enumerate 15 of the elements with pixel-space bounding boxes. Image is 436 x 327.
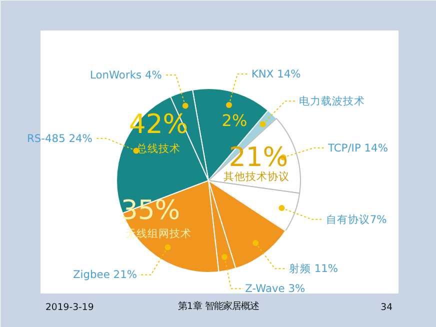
slice-label: TCP/IP 14% (326, 141, 388, 154)
slice-label: 射频 11% (288, 262, 338, 276)
text: 第1章 智能家居概述 (178, 301, 259, 312)
text: 2019-3-19 (46, 302, 94, 313)
slice-label: 自有协议7% (326, 212, 387, 226)
slice-label: Zigbee 21% (73, 268, 137, 282)
slice-label: RS-485 24% (27, 132, 92, 145)
slice-label: LonWorks 4% (90, 68, 162, 82)
text: 其他技术协议 (224, 170, 290, 183)
slice-label: Z-Wave 3% (245, 282, 306, 296)
slice-label: 电力载波技术 (299, 94, 366, 108)
text: 34 (380, 302, 393, 313)
text: 2% (222, 111, 248, 130)
text: 总线技术 (136, 142, 180, 155)
slice-label: KNX 14% (251, 67, 301, 80)
